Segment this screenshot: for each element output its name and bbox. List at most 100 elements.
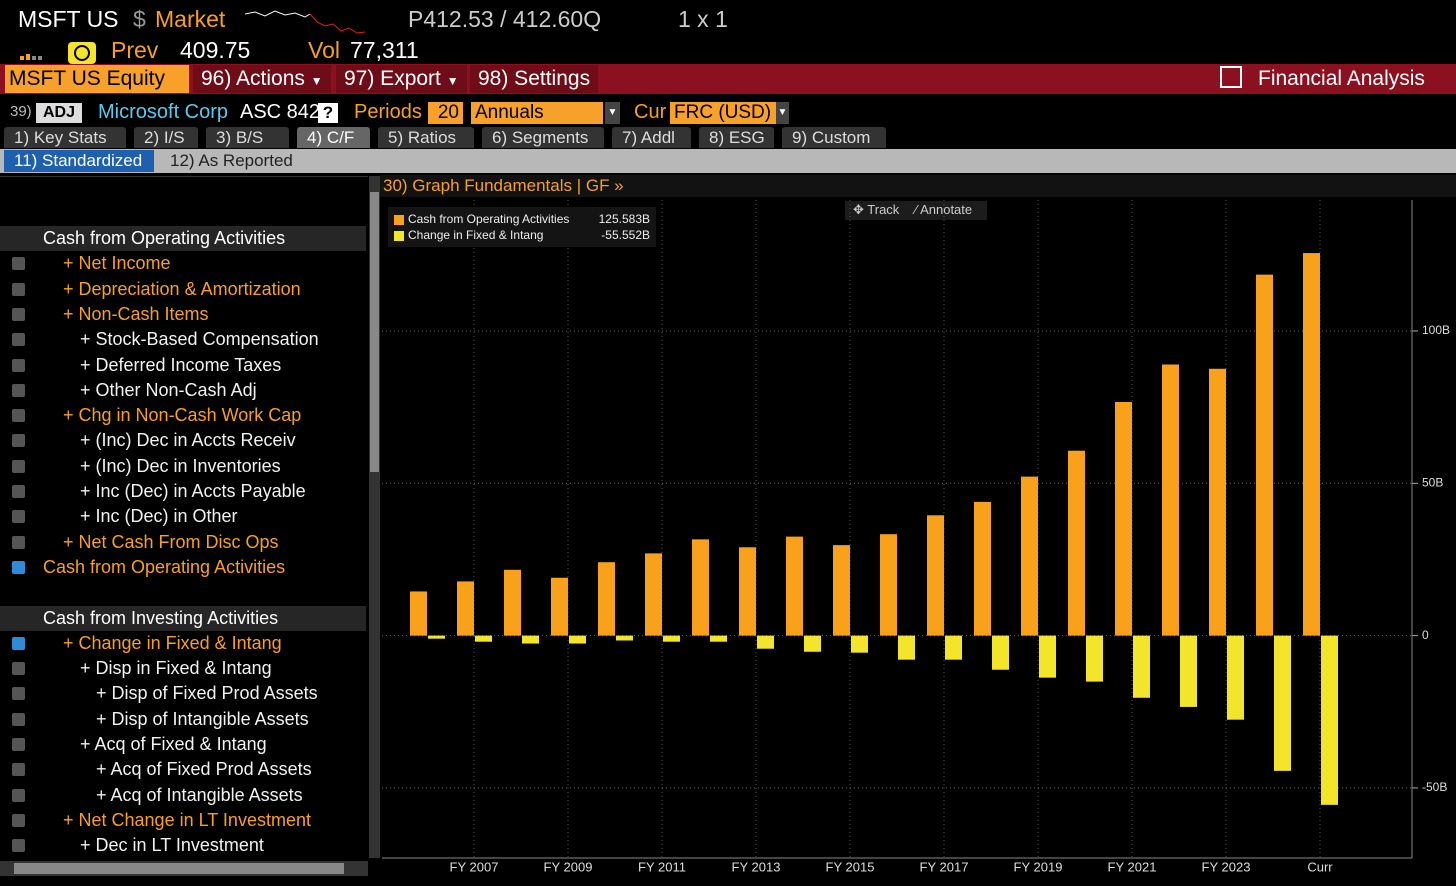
x-tick-label: FY 2021 <box>1108 859 1157 874</box>
line-item[interactable]: + Non-Cash Items <box>0 302 366 327</box>
period-type-select[interactable]: Annuals <box>471 102 603 124</box>
tab[interactable]: 2) I/S <box>134 127 198 148</box>
line-item[interactable]: + (Inc) Dec in Accts Receiv <box>0 428 366 453</box>
panel-title[interactable]: 30) Graph Fundamentals | GF » <box>383 176 624 195</box>
line-item[interactable]: + Disp of Fixed Prod Assets <box>0 681 366 706</box>
line-item[interactable]: + Disp of Intangible Assets <box>0 707 366 732</box>
checkbox[interactable] <box>12 409 25 423</box>
h-scrollbar[interactable] <box>0 861 368 876</box>
line-item[interactable]: + Acq of Fixed Prod Assets <box>0 757 366 782</box>
checkbox[interactable] <box>12 459 25 473</box>
line-item-label: + Inc (Dec) in Accts Payable <box>80 481 306 501</box>
help-button[interactable]: ? <box>318 103 338 123</box>
line-item-label: + Acq of Fixed & Intang <box>80 734 267 754</box>
checkbox[interactable] <box>12 358 25 372</box>
checkbox[interactable] <box>12 813 25 827</box>
subtab[interactable]: 12) As Reported <box>170 151 293 170</box>
line-item[interactable]: + (Inc) Dec in Inventories <box>0 454 366 479</box>
line-item[interactable]: + Net Cash From Disc Ops <box>0 530 366 555</box>
tab[interactable]: 8) ESG <box>699 127 774 148</box>
periods-input[interactable]: 20 <box>428 102 463 124</box>
dropdown-arrow[interactable]: ▼ <box>776 102 789 124</box>
tab[interactable]: 4) C/F <box>297 127 370 148</box>
line-item[interactable]: + Net Change in LT Investment <box>0 808 366 833</box>
checkbox[interactable] <box>12 333 25 347</box>
checkbox[interactable] <box>12 257 25 271</box>
line-item[interactable]: + Inc (Dec) in Other <box>0 504 366 529</box>
line-item-label: + Dec in LT Investment <box>80 835 264 856</box>
line-item[interactable]: + Depreciation & Amortization <box>0 277 366 302</box>
checkbox[interactable] <box>12 788 25 802</box>
line-item[interactable]: + Deferred Income Taxes <box>0 353 366 378</box>
line-item-label: + Acq of Intangible Assets <box>96 784 303 805</box>
tab[interactable]: 7) Addl <box>612 127 691 148</box>
standard: ASC 842 <box>240 101 321 123</box>
size: 1 x 1 <box>678 6 728 32</box>
settings-menu[interactable]: 98) Settings <box>470 65 599 93</box>
checkbox[interactable] <box>12 307 25 321</box>
legend-value: 125.583B <box>599 212 650 226</box>
line-item-panel: Cash from Operating Activities + Net Inco… <box>0 176 368 861</box>
line-item[interactable]: + Acq of Intangible Assets <box>0 783 366 808</box>
menu-label: Financial Analysis <box>1258 67 1425 90</box>
line-item[interactable]: + Dec in LT Investment <box>0 833 366 858</box>
icon-bar <box>26 54 30 60</box>
tab[interactable]: 1) Key Stats <box>4 127 126 148</box>
checkbox[interactable] <box>12 485 25 498</box>
checkbox[interactable] <box>12 687 25 701</box>
line-item-label: Cash from Operating Activities <box>43 556 286 577</box>
scrollbar[interactable] <box>369 176 380 858</box>
bar <box>833 545 850 636</box>
currency-select[interactable]: FRC (USD) <box>670 102 776 124</box>
bar <box>1039 635 1056 678</box>
track-tool[interactable]: ✥ Track <box>853 202 900 217</box>
price: P412.53 / 412.60Q <box>408 6 602 32</box>
checkbox[interactable] <box>12 763 25 777</box>
x-tick-label: FY 2007 <box>450 859 499 874</box>
bar <box>1068 450 1085 636</box>
checkbox[interactable] <box>12 535 25 549</box>
checkbox[interactable] <box>12 712 25 726</box>
line-item-label: + Disp in Fixed & Intang <box>80 658 272 679</box>
checkbox[interactable] <box>12 662 25 676</box>
line-item[interactable]: Cash from Operating Activities <box>0 555 366 580</box>
line-item[interactable]: + Stock-Based Compensation <box>0 327 366 352</box>
bar <box>974 501 991 636</box>
checkbox[interactable] <box>12 738 25 751</box>
line-item[interactable]: + Net Income <box>0 251 366 276</box>
y-tick-label: -50B <box>1422 780 1447 794</box>
bar <box>945 635 962 660</box>
checkbox[interactable] <box>12 383 25 397</box>
function-name[interactable]: Financial Analysis <box>1220 65 1425 93</box>
bar <box>992 635 1009 670</box>
subtab[interactable]: 11) Standardized <box>4 150 154 172</box>
line-item-label: + Stock-Based Compensation <box>80 329 319 350</box>
bar <box>1180 635 1197 707</box>
checkbox[interactable] <box>12 282 25 296</box>
actions-menu[interactable]: 96) Actions ▼ <box>193 65 331 93</box>
checkbox[interactable] <box>12 434 25 448</box>
adj-button[interactable]: ADJ <box>36 103 82 123</box>
menu-label: 98) Settings <box>478 67 591 90</box>
tab[interactable]: 6) Segments <box>482 127 604 148</box>
bar <box>692 539 709 636</box>
line-item[interactable]: + Other Non-Cash Adj <box>0 378 366 403</box>
security[interactable]: MSFT US Equity <box>5 65 189 93</box>
dropdown-arrow[interactable]: ▼ <box>605 102 620 124</box>
line-item[interactable]: + Change in Fixed & Intang <box>0 631 366 656</box>
annotate-tool[interactable]: ∕ Annotate <box>915 202 973 217</box>
checkbox[interactable] <box>12 636 25 650</box>
line-item[interactable]: + Disp in Fixed & Intang <box>0 656 366 681</box>
line-item[interactable]: + Chg in Non-Cash Work Cap <box>0 403 366 428</box>
checkbox[interactable] <box>12 510 25 524</box>
bar <box>1021 476 1038 636</box>
line-item-label: + Chg in Non-Cash Work Cap <box>63 405 302 426</box>
checkbox[interactable] <box>12 839 25 853</box>
tab[interactable]: 3) B/S <box>206 127 289 148</box>
checkbox[interactable] <box>12 560 25 574</box>
tab[interactable]: 5) Ratios <box>378 127 474 148</box>
line-item[interactable]: + Inc (Dec) in Accts Payable <box>0 479 366 504</box>
line-item[interactable]: + Acq of Fixed & Intang <box>0 732 366 757</box>
export-menu[interactable]: 97) Export ▼ <box>336 65 467 93</box>
tab[interactable]: 9) Custom <box>782 127 886 148</box>
